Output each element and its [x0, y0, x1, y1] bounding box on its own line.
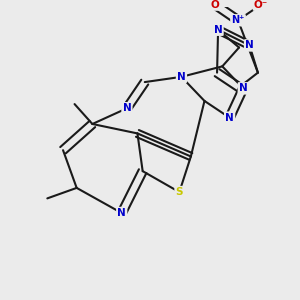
Text: O: O [211, 0, 219, 10]
Text: N: N [214, 25, 223, 35]
Text: N: N [177, 72, 186, 82]
Text: O⁻: O⁻ [254, 0, 268, 10]
Text: N: N [225, 113, 234, 123]
Text: N: N [245, 40, 254, 50]
Text: N: N [123, 103, 131, 113]
Text: S: S [176, 187, 183, 197]
Text: N: N [117, 208, 126, 218]
Text: N⁺: N⁺ [231, 15, 245, 25]
Text: N: N [239, 83, 248, 93]
